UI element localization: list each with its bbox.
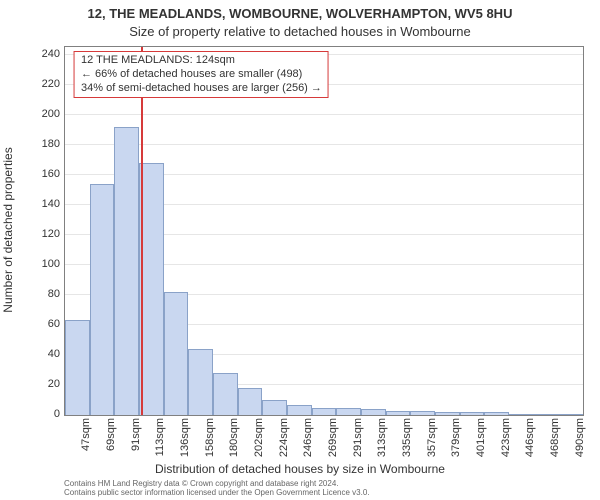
histogram-bar: [114, 127, 139, 415]
histogram-bar: [90, 184, 115, 415]
x-tick-label: 202sqm: [253, 379, 265, 418]
x-tick-label: 113sqm: [154, 380, 166, 418]
y-tick-label: 80: [20, 288, 60, 300]
x-tick-label: 224sqm: [278, 379, 290, 418]
attribution: Contains HM Land Registry data © Crown c…: [64, 480, 370, 498]
y-axis-title: Number of detached properties: [1, 147, 15, 312]
callout-line: ← 66% of detached houses are smaller (49…: [81, 68, 322, 82]
attribution-line: Contains public sector information licen…: [64, 489, 370, 498]
y-tick-label: 40: [20, 348, 60, 360]
page-title-line1: 12, THE MEADLANDS, WOMBOURNE, WOLVERHAMP…: [0, 6, 600, 21]
x-tick-label: 180sqm: [228, 379, 240, 418]
y-tick-label: 140: [20, 198, 60, 210]
y-tick-label: 100: [20, 258, 60, 270]
x-tick-label: 423sqm: [500, 379, 512, 418]
y-tick-label: 180: [20, 138, 60, 150]
x-tick-label: 291sqm: [352, 379, 364, 418]
x-tick-label: 69sqm: [105, 385, 117, 418]
y-tick-label: 20: [20, 378, 60, 390]
callout-line: 34% of semi-detached houses are larger (…: [81, 82, 322, 96]
y-tick-label: 200: [20, 108, 60, 120]
x-tick-label: 490sqm: [574, 379, 586, 418]
y-tick-label: 0: [20, 408, 60, 420]
y-tick-label: 220: [20, 78, 60, 90]
x-tick-label: 269sqm: [327, 379, 339, 418]
x-tick-label: 468sqm: [549, 379, 561, 418]
y-tick-label: 160: [20, 168, 60, 180]
y-tick-label: 60: [20, 318, 60, 330]
plot: 12 THE MEADLANDS: 124sqm← 66% of detache…: [64, 46, 584, 416]
x-tick-label: 379sqm: [450, 379, 462, 418]
x-tick-label: 446sqm: [524, 379, 536, 418]
x-axis-title: Distribution of detached houses by size …: [0, 462, 600, 476]
x-tick-label: 91sqm: [130, 385, 142, 418]
y-tick-label: 240: [20, 48, 60, 60]
x-tick-label: 357sqm: [426, 379, 438, 418]
x-tick-label: 246sqm: [302, 379, 314, 418]
marker-callout: 12 THE MEADLANDS: 124sqm← 66% of detache…: [74, 51, 329, 98]
x-tick-label: 136sqm: [179, 379, 191, 418]
x-tick-label: 335sqm: [401, 379, 413, 418]
y-tick-label: 120: [20, 228, 60, 240]
x-tick-label: 158sqm: [204, 379, 216, 418]
page-title-line2: Size of property relative to detached ho…: [0, 24, 600, 39]
x-tick-label: 313sqm: [376, 379, 388, 418]
chart-area: 12 THE MEADLANDS: 124sqm← 66% of detache…: [64, 46, 584, 416]
x-tick-label: 401sqm: [475, 379, 487, 418]
marker-line: [141, 47, 143, 415]
callout-line: 12 THE MEADLANDS: 124sqm: [81, 54, 322, 68]
x-tick-label: 47sqm: [80, 385, 92, 418]
